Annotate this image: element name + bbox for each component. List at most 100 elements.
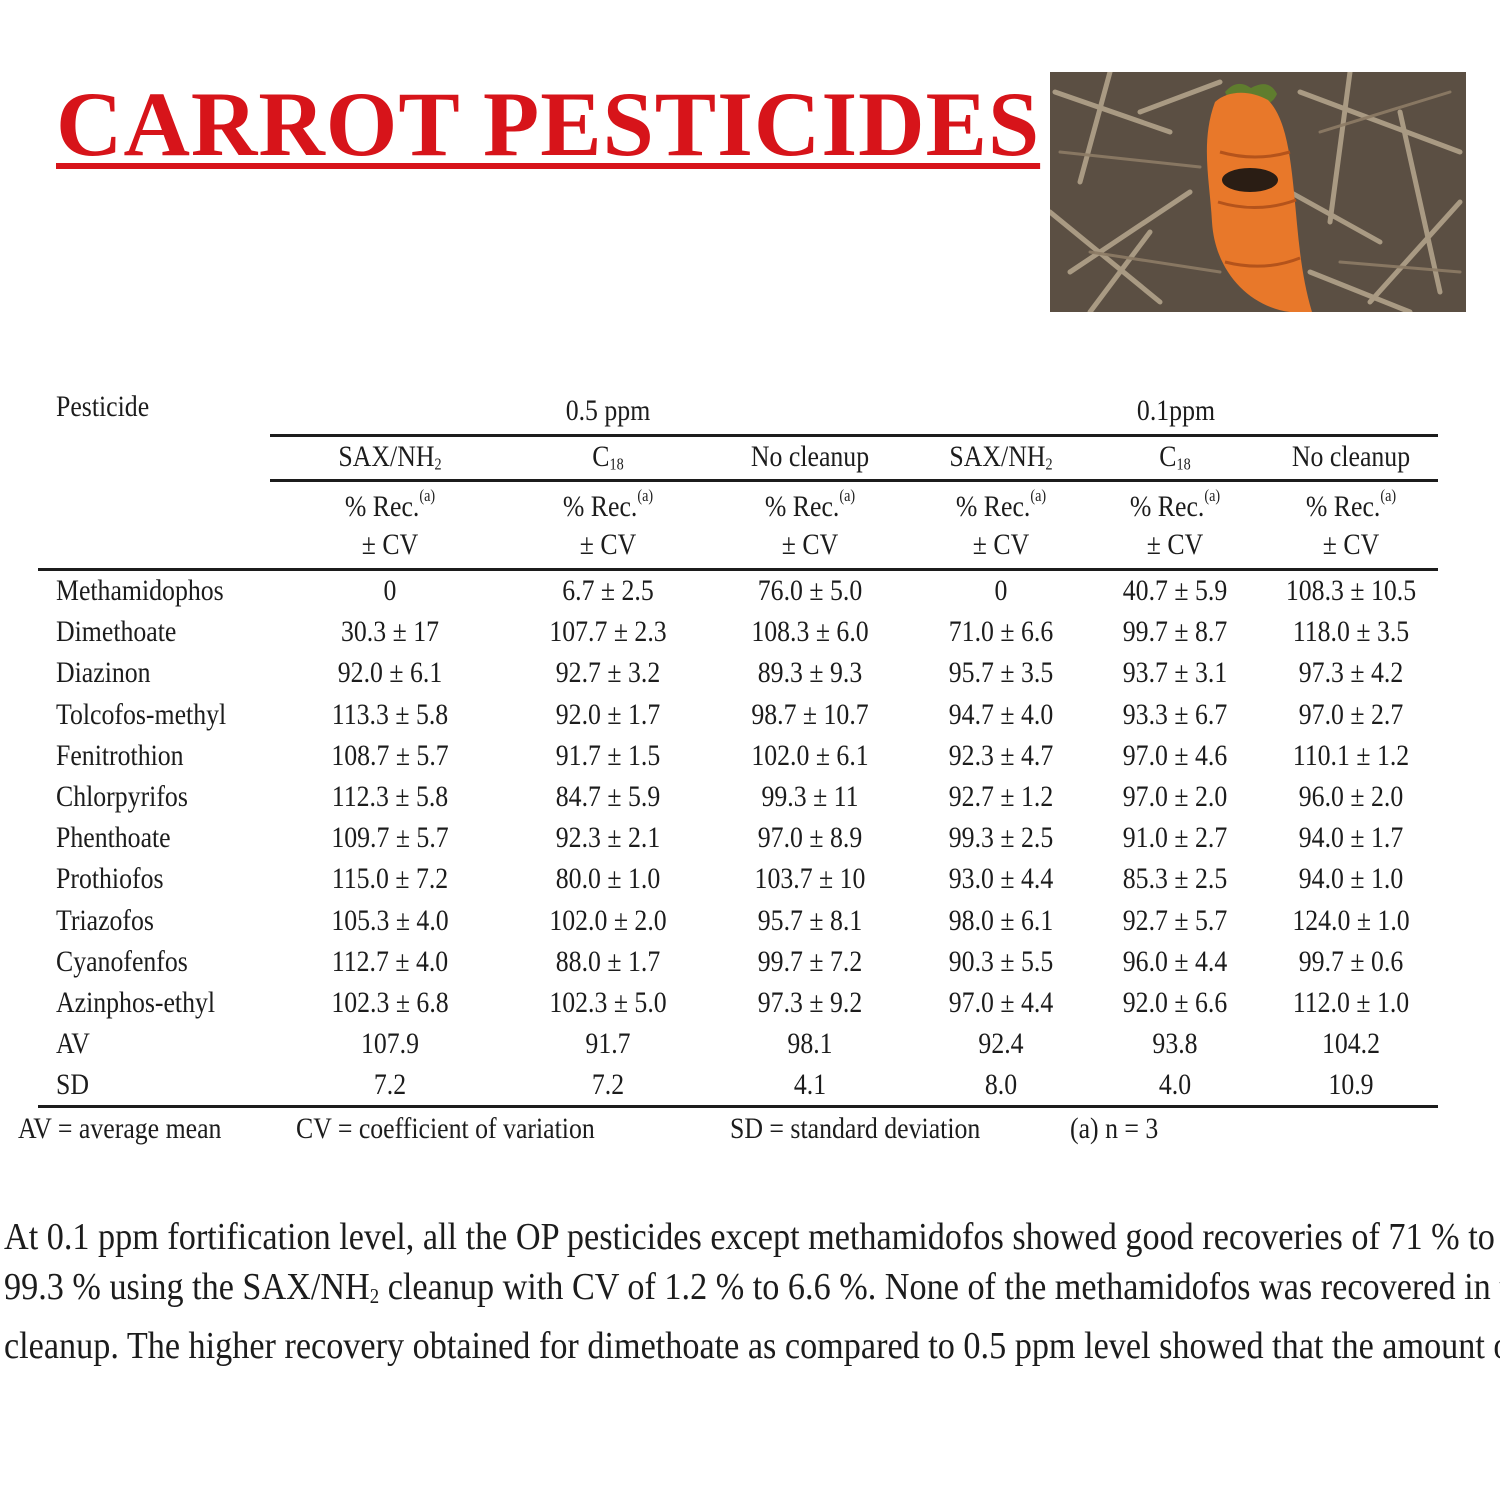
footnote-cv: CV = coefficient of variation bbox=[296, 1112, 595, 1145]
method-header: SAX/NH2 bbox=[906, 442, 1095, 473]
table-cell: 92.4 bbox=[978, 1027, 1024, 1061]
table-cell: 40.7 ± 5.9 bbox=[1122, 574, 1228, 607]
table-cell: 98.7 ± 10.7 bbox=[751, 697, 869, 731]
table-cell: 112.0 ± 1.0 bbox=[1292, 986, 1410, 1019]
body-paragraph: At 0.1 ppm fortification level, all the … bbox=[4, 1212, 1500, 1371]
rec-header: % Rec.(a) bbox=[1256, 486, 1445, 522]
table-cell: 99.7 ± 0.6 bbox=[1298, 944, 1404, 978]
table-cell: 104.2 bbox=[1321, 1027, 1381, 1061]
cv-header: ± CV bbox=[579, 528, 637, 561]
rec-header-footnote-mark: (a) bbox=[637, 486, 654, 505]
rec-header: % Rec.(a) bbox=[715, 487, 904, 523]
table-cell: 109.7 ± 5.7 bbox=[331, 821, 449, 855]
method-header: SAX/NH2 bbox=[295, 442, 484, 473]
table-cell: 92.0 ± 1.7 bbox=[555, 697, 661, 731]
table-cell: 0 bbox=[994, 574, 1008, 607]
method-header-label: C bbox=[1159, 440, 1177, 473]
table-cell: 30.3 ± 17 bbox=[340, 615, 440, 649]
table-cell: 108.3 ± 6.0 bbox=[751, 615, 869, 649]
table-cell: 92.3 ± 4.7 bbox=[948, 738, 1054, 772]
table-cell: 96.0 ± 4.4 bbox=[1122, 944, 1228, 978]
method-header-subscript: 18 bbox=[609, 454, 624, 474]
table-cell: 97.0 ± 2.0 bbox=[1122, 780, 1228, 813]
row-label: Prothiofos bbox=[56, 862, 164, 896]
method-header-subscript: 18 bbox=[1176, 454, 1191, 474]
table-cell: 91.7 bbox=[585, 1027, 631, 1061]
carrot-photo-icon bbox=[1050, 72, 1466, 312]
table-cell: 7.2 bbox=[373, 1068, 407, 1102]
table-cell: 108.3 ± 10.5 bbox=[1285, 574, 1417, 607]
row-label: Phenthoate bbox=[56, 821, 171, 855]
cv-header: ± CV bbox=[1322, 528, 1380, 561]
rec-header-label: % Rec. bbox=[764, 489, 840, 523]
paragraph-line-1: At 0.1 ppm fortification level, all the … bbox=[4, 1216, 1495, 1258]
table-cell: 98.0 ± 6.1 bbox=[948, 903, 1054, 937]
rec-header-label: % Rec. bbox=[562, 489, 638, 523]
paragraph-line-2a: 99.3 % using the SAX/NH bbox=[4, 1266, 370, 1308]
table-cell: 0 bbox=[383, 574, 397, 607]
table-cell: 105.3 ± 4.0 bbox=[331, 903, 449, 937]
table-cell: 99.7 ± 8.7 bbox=[1122, 615, 1228, 649]
page-title: CARROT PESTICIDES bbox=[56, 73, 1041, 175]
table-cell: 10.9 bbox=[1328, 1068, 1374, 1102]
method-header-subscript: 2 bbox=[434, 454, 442, 474]
table-cell: 103.7 ± 10 bbox=[754, 862, 866, 896]
table-cell: 80.0 ± 1.0 bbox=[555, 862, 661, 896]
rec-header: % Rec.(a) bbox=[295, 487, 484, 523]
rule-group bbox=[270, 434, 1438, 437]
row-label: SD bbox=[56, 1068, 89, 1102]
rec-header-label: % Rec. bbox=[1129, 489, 1205, 523]
table-cell: 99.3 ± 2.5 bbox=[948, 821, 1054, 855]
row-label: Diazinon bbox=[56, 656, 151, 690]
rule-header bbox=[38, 568, 1438, 571]
table-cell: 95.7 ± 8.1 bbox=[757, 903, 863, 937]
method-header: No cleanup bbox=[1256, 442, 1445, 472]
rec-header-footnote-mark: (a) bbox=[1030, 486, 1047, 505]
rec-header-label: % Rec. bbox=[344, 489, 420, 523]
table-cell: 94.0 ± 1.0 bbox=[1298, 862, 1404, 896]
footnote-sd: SD = standard deviation bbox=[730, 1112, 981, 1145]
table-cell: 91.7 ± 1.5 bbox=[555, 738, 661, 772]
table-cell: 113.3 ± 5.8 bbox=[331, 697, 449, 731]
table-cell: 97.0 ± 2.7 bbox=[1298, 697, 1404, 731]
carrot-photo bbox=[1050, 72, 1466, 312]
table-cell: 93.3 ± 6.7 bbox=[1122, 697, 1228, 731]
table-cell: 76.0 ± 5.0 bbox=[757, 574, 863, 607]
footnote-av: AV = average mean bbox=[18, 1112, 222, 1145]
rule-bottom bbox=[38, 1105, 1438, 1108]
rec-header-label: % Rec. bbox=[955, 489, 1031, 523]
table-cell: 112.3 ± 5.8 bbox=[331, 780, 449, 813]
rec-header-footnote-mark: (a) bbox=[1380, 486, 1397, 505]
table-cell: 92.0 ± 6.6 bbox=[1122, 986, 1228, 1019]
table-cell: 108.7 ± 5.7 bbox=[331, 738, 449, 772]
table-cell: 115.0 ± 7.2 bbox=[331, 862, 449, 896]
table-cell: 8.0 bbox=[984, 1068, 1018, 1102]
row-label: Fenitrothion bbox=[56, 738, 184, 772]
paragraph-line-2: 99.3 % using the SAX/NH2 cleanup with CV… bbox=[4, 1262, 1500, 1321]
table-cell: 84.7 ± 5.9 bbox=[555, 780, 661, 813]
method-header-label: C bbox=[592, 440, 610, 473]
row-label: Cyanofenfos bbox=[56, 944, 188, 978]
paragraph-line-3: cleanup. The higher recovery obtained fo… bbox=[4, 1325, 1500, 1368]
table-cell: 97.3 ± 4.2 bbox=[1298, 656, 1404, 690]
table-cell: 102.3 ± 5.0 bbox=[549, 986, 667, 1019]
table-cell: 99.7 ± 7.2 bbox=[757, 944, 863, 978]
table-cell: 92.7 ± 5.7 bbox=[1122, 903, 1228, 937]
table-cell: 98.1 bbox=[787, 1027, 833, 1061]
table-cell: 92.0 ± 6.1 bbox=[337, 656, 443, 690]
table-cell: 92.7 ± 3.2 bbox=[555, 656, 661, 690]
cv-header: ± CV bbox=[361, 528, 419, 561]
method-header-subscript: 2 bbox=[1045, 454, 1053, 474]
table-cell: 6.7 ± 2.5 bbox=[562, 574, 654, 607]
paragraph-line-2b: cleanup with CV of 1.2 % to 6.6 %. None … bbox=[379, 1266, 1500, 1308]
rec-header-footnote-mark: (a) bbox=[1204, 486, 1221, 505]
paragraph-line-2-sub: 2 bbox=[369, 1284, 380, 1309]
table-cell: 107.7 ± 2.3 bbox=[549, 615, 667, 649]
table-cell: 97.0 ± 4.6 bbox=[1122, 738, 1228, 772]
row-label: Azinphos-ethyl bbox=[56, 986, 216, 1019]
table-cell: 97.3 ± 9.2 bbox=[757, 986, 863, 1019]
table-cell: 71.0 ± 6.6 bbox=[948, 615, 1054, 649]
table-cell: 88.0 ± 1.7 bbox=[555, 944, 661, 978]
table-cell: 99.3 ± 11 bbox=[761, 780, 859, 813]
row-label: AV bbox=[56, 1027, 90, 1061]
